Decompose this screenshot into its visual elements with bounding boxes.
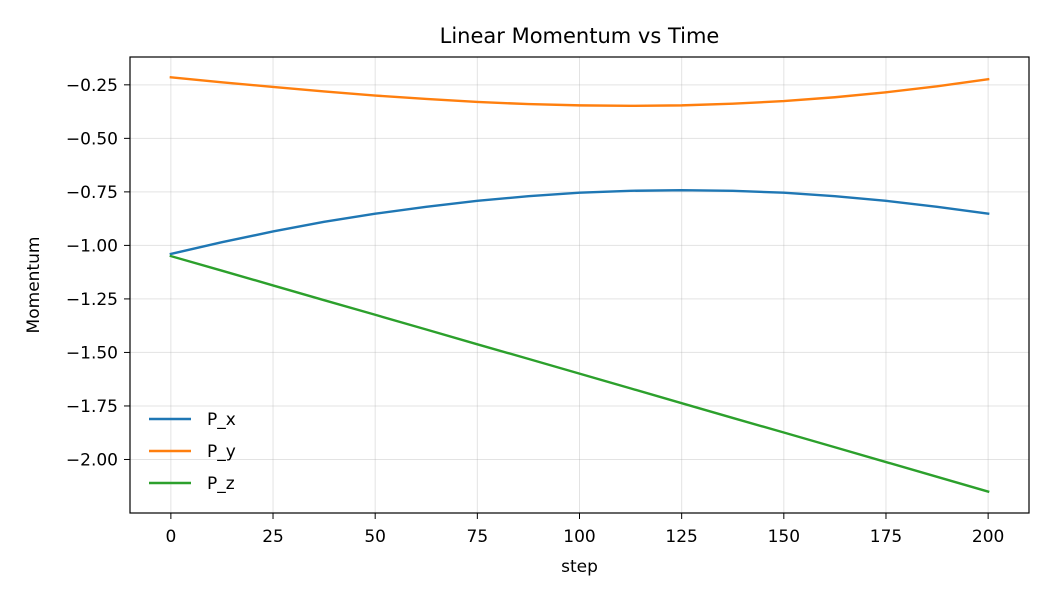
legend-label: P_z [207, 474, 235, 494]
x-tick-label: 200 [972, 527, 1004, 547]
y-tick-label: −1.00 [66, 236, 118, 256]
legend-label: P_y [207, 442, 236, 462]
x-tick-label: 75 [467, 527, 489, 547]
x-tick-label: 100 [563, 527, 595, 547]
y-tick-label: −0.25 [66, 76, 118, 96]
y-axis-title: Momentum [24, 237, 44, 334]
series-line-p-z [169, 254, 990, 494]
series-lines [169, 76, 990, 494]
y-tick-label: −1.25 [66, 290, 118, 310]
grid [130, 57, 1029, 513]
x-tick-label: 50 [364, 527, 386, 547]
x-tick-label: 0 [165, 527, 176, 547]
y-axis-ticks: −0.25 −0.50 −0.75 −1.00 −1.25 −1.50 −1.75 −2.00 [66, 76, 130, 470]
legend: P_x P_y P_z [149, 410, 236, 494]
x-tick-label: 25 [262, 527, 284, 547]
series-line-p-y [169, 76, 990, 108]
x-tick-label: 175 [870, 527, 902, 547]
y-tick-label: −2.00 [66, 450, 118, 470]
series-line-p-x [169, 188, 990, 256]
y-tick-label: −0.75 [66, 183, 118, 203]
x-axis-ticks: 0 25 50 75 100 125 150 175 200 [165, 513, 1004, 547]
x-axis-title: step [561, 557, 598, 577]
chart-title: Linear Momentum vs Time [440, 24, 720, 48]
y-tick-label: −0.50 [66, 129, 118, 149]
x-tick-label: 150 [768, 527, 800, 547]
y-tick-label: −1.50 [66, 343, 118, 363]
x-tick-label: 125 [665, 527, 697, 547]
legend-label: P_x [207, 410, 236, 430]
y-tick-label: −1.75 [66, 397, 118, 417]
